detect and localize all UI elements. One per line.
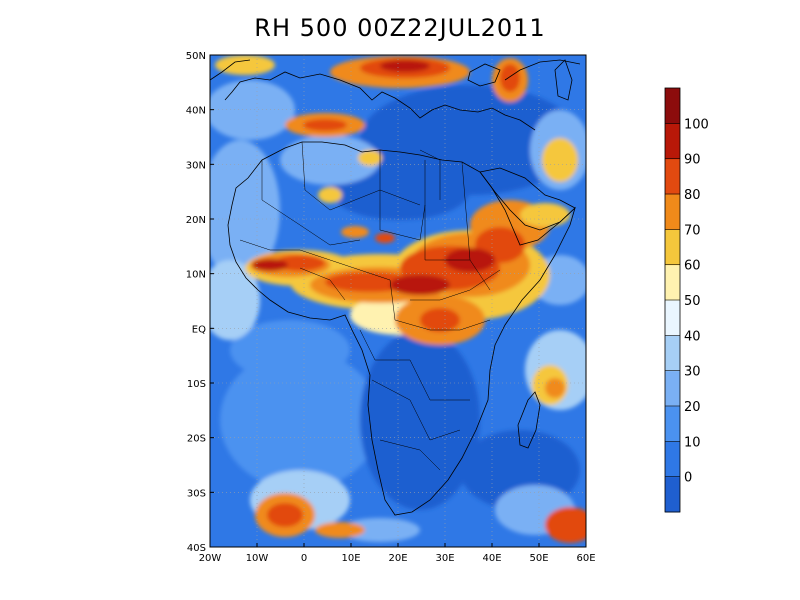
colorbar-label-50: 50 <box>684 294 701 309</box>
lat-label-40s: 40S <box>187 543 206 554</box>
lon-label-10e: 10E <box>341 553 360 564</box>
colorbar-labels: 0 10 20 30 40 50 60 70 80 90 100 <box>665 117 709 486</box>
lon-label-20e: 20E <box>388 553 407 564</box>
map-frame <box>209 54 587 548</box>
colorbar-label-60: 60 <box>684 259 701 274</box>
lon-label-60e: 60E <box>576 553 595 564</box>
lon-label-40e: 40E <box>482 553 501 564</box>
colorbar-label-100: 100 <box>684 117 709 132</box>
colorbar-swatch-9 <box>665 158 680 195</box>
colorbar <box>665 88 680 513</box>
colorbar-swatch-5 <box>665 300 680 336</box>
colorbar-label-90: 90 <box>684 153 701 168</box>
map-title: RH 500 00Z22JUL2011 <box>254 14 546 42</box>
lat-label-eq: EQ <box>192 324 206 335</box>
lat-label-30s: 30S <box>187 488 206 499</box>
lat-label-10n: 10N <box>186 270 206 281</box>
lat-label-20s: 20S <box>187 434 206 445</box>
lon-label-10w: 10W <box>246 553 269 564</box>
colorbar-swatch-3 <box>665 370 680 407</box>
colorbar-swatch-1 <box>665 441 680 478</box>
lat-label-10s: 10S <box>187 379 206 390</box>
country-borders <box>239 141 501 471</box>
colorbar-label-40: 40 <box>684 329 701 344</box>
lat-label-40n: 40N <box>186 106 206 117</box>
colorbar-swatch-10 <box>665 123 680 160</box>
lon-label-0: 0 <box>301 553 307 564</box>
colorbar-swatch-6 <box>665 264 680 301</box>
grid-lines <box>210 55 586 547</box>
colorbar-swatch-7 <box>665 229 680 266</box>
humidity-field <box>210 55 586 547</box>
colorbar-swatch-2 <box>665 406 680 442</box>
latitude-labels: 50N 40N 30N 20N 10N EQ 10S 20S 30S 40S <box>186 51 214 554</box>
colorbar-label-20: 20 <box>684 400 701 415</box>
colorbar-label-30: 30 <box>684 365 701 380</box>
lat-label-30n: 30N <box>186 160 206 171</box>
coastline <box>210 59 581 516</box>
colorbar-label-0: 0 <box>684 471 692 486</box>
longitude-labels: 20W 10W 0 10E 20E 30E 40E 50E 60E <box>199 543 596 564</box>
colorbar-frame <box>664 87 681 513</box>
lon-label-20w: 20W <box>199 553 222 564</box>
colorbar-swatch-8 <box>665 194 680 230</box>
colorbar-label-10: 10 <box>684 435 701 450</box>
colorbar-swatch-11 <box>665 88 680 124</box>
colorbar-label-80: 80 <box>684 188 701 203</box>
lon-label-50e: 50E <box>529 553 548 564</box>
lon-label-30e: 30E <box>435 553 454 564</box>
colorbar-label-70: 70 <box>684 223 701 238</box>
colorbar-swatch-0 <box>665 476 680 513</box>
colorbar-swatch-4 <box>665 335 680 372</box>
lat-label-20n: 20N <box>186 215 206 226</box>
lat-label-50n: 50N <box>186 51 206 62</box>
